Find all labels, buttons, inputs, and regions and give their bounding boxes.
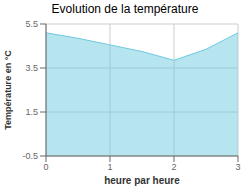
svg-text:3: 3	[235, 162, 240, 172]
svg-text:1.5: 1.5	[25, 107, 38, 117]
svg-text:1: 1	[107, 162, 112, 172]
svg-text:Température en °C: Température en °C	[8, 50, 13, 130]
svg-text:3.5: 3.5	[25, 63, 38, 73]
svg-text:-0.5: -0.5	[22, 151, 38, 161]
html-text:Evolution de la température: Evolution de la température	[51, 2, 199, 16]
svg-text:0: 0	[43, 162, 48, 172]
svg-text:2: 2	[171, 162, 176, 172]
svg-text:heure par heure: heure par heure	[104, 175, 180, 186]
svg-text:5.5: 5.5	[25, 19, 38, 29]
